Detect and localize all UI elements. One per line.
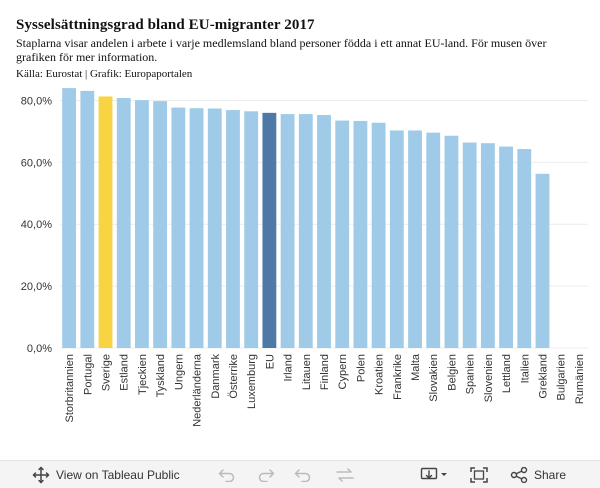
chart-subtitle: Staplarna visar andelen i arbete i varje… [16, 36, 547, 64]
x-tick-label: Österrike [228, 354, 240, 399]
bar[interactable] [371, 122, 386, 348]
bar[interactable] [244, 111, 259, 348]
x-tick-label: Italien [519, 354, 531, 383]
bar[interactable] [189, 108, 204, 348]
bar[interactable] [298, 114, 313, 348]
y-tick-label: 20,0% [21, 281, 52, 293]
bar[interactable] [226, 110, 240, 349]
bar[interactable] [499, 146, 513, 348]
x-tick-label: Storbritannien [64, 354, 76, 423]
view-on-tableau-label: View on Tableau Public [56, 467, 180, 482]
tableau-move-icon [32, 466, 50, 483]
bar[interactable] [116, 97, 131, 348]
bar[interactable] [426, 132, 441, 348]
fullscreen-button[interactable] [470, 461, 488, 488]
revert-icon [294, 468, 311, 482]
x-tick-label: Slovakien [428, 354, 440, 402]
x-tick-label: Sverige [101, 354, 113, 391]
x-tick-label: Grekland [537, 354, 549, 399]
redo-icon [258, 468, 275, 482]
redo-button[interactable] [257, 461, 275, 488]
x-tick-label: Bulgarien [556, 354, 568, 400]
revert-button[interactable] [294, 461, 312, 488]
undo-button[interactable] [218, 461, 236, 488]
bar[interactable] [480, 143, 495, 348]
bar[interactable] [408, 130, 422, 348]
bar[interactable] [335, 120, 350, 348]
bar[interactable] [153, 101, 168, 348]
view-on-tableau-button[interactable]: View on Tableau Public [32, 461, 180, 488]
x-tick-label: Ungern [173, 354, 185, 390]
x-tick-label: Polen [355, 354, 367, 382]
bar-chart[interactable]: 0,0% 20,0% 40,0% 60,0% 80,0% Storbritannien Po… [0, 85, 600, 460]
x-tick-label: Tyskland [155, 354, 167, 397]
bar[interactable] [262, 112, 277, 348]
x-tick-label: Lettland [501, 354, 513, 393]
bar[interactable] [98, 96, 113, 348]
bar[interactable] [280, 114, 295, 348]
download-button[interactable] [420, 461, 448, 488]
x-tick-label: Belgien [446, 354, 458, 391]
x-tick-label: Danmark [210, 354, 222, 399]
x-tick-label: Spanien [465, 354, 477, 394]
bar[interactable] [62, 88, 77, 348]
bar[interactable] [80, 90, 95, 349]
chart-title: Sysselsättningsgrad bland EU-migranter 2… [16, 17, 315, 33]
share-label: Share [534, 467, 567, 482]
refresh-icon [336, 467, 354, 482]
fullscreen-icon [470, 466, 488, 483]
bar[interactable] [517, 149, 532, 348]
x-tick-label: Rumänien [574, 354, 586, 404]
x-tick-label: Malta [410, 353, 422, 381]
x-tick-label: Portugal [82, 354, 94, 395]
y-tick-label: 80,0% [21, 95, 52, 107]
x-tick-label: Luxemburg [246, 354, 258, 409]
x-tick-label: Frankrike [392, 354, 404, 400]
x-tick-label: EU [264, 354, 276, 369]
y-tick-label: 60,0% [21, 157, 52, 169]
tableau-toolbar: View on Tableau Public [0, 460, 600, 488]
x-tick-label: Estland [119, 354, 131, 391]
share-icon [510, 466, 528, 483]
x-tick-label: Cypern [337, 354, 349, 389]
bar[interactable] [317, 115, 331, 348]
x-tick-label: Kroatien [374, 354, 386, 395]
bar[interactable] [535, 173, 550, 348]
x-tick-label: Slovenien [483, 354, 495, 402]
undo-icon [218, 468, 235, 482]
share-button[interactable]: Share [510, 461, 566, 488]
bar[interactable] [171, 107, 186, 348]
bar[interactable] [135, 100, 149, 348]
y-tick-label: 40,0% [21, 219, 52, 231]
bar[interactable] [353, 120, 368, 348]
refresh-button[interactable] [335, 461, 355, 488]
x-tick-label: Irland [283, 354, 295, 382]
x-tick-label: Nederländerna [192, 353, 204, 427]
bar[interactable] [207, 108, 222, 349]
bar[interactable] [389, 130, 404, 348]
bar[interactable] [444, 135, 459, 348]
chart-source: Källa: Eurostat | Grafik: Europaportalen [16, 68, 193, 80]
x-tick-label: Litauen [301, 354, 313, 390]
download-icon [420, 467, 447, 479]
bar[interactable] [462, 142, 477, 348]
y-tick-label: 0,0% [27, 343, 52, 355]
x-tick-label: Tjeckien [137, 354, 149, 395]
x-tick-label: Finland [319, 354, 331, 390]
